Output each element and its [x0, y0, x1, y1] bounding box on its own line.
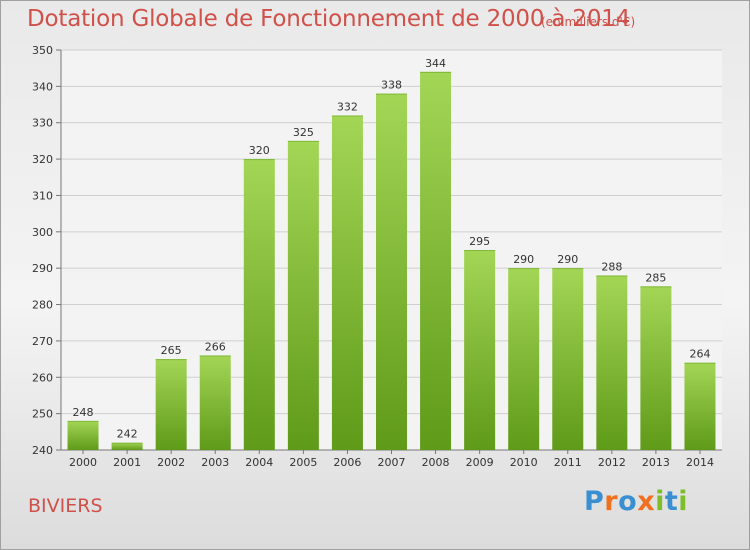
x-tick-label-2006: 2006 — [333, 456, 361, 469]
chart-unit-note: (en milliers d'€) — [541, 15, 636, 29]
data-label-2009: 295 — [469, 235, 490, 248]
data-label-2003: 266 — [205, 340, 226, 353]
data-label-2005: 325 — [293, 126, 314, 139]
x-tick-label-2012: 2012 — [598, 456, 626, 469]
data-label-2014: 264 — [689, 348, 710, 361]
y-tick-label: 340 — [32, 80, 53, 93]
bar-2005 — [287, 140, 319, 450]
bar-2001 — [111, 442, 143, 450]
y-tick-label: 300 — [32, 226, 53, 239]
y-tick-label: 270 — [32, 335, 53, 348]
x-tick-label-2002: 2002 — [157, 456, 185, 469]
x-tick-label-2014: 2014 — [686, 456, 714, 469]
bar-2003 — [199, 355, 231, 450]
y-tick-label: 310 — [32, 189, 53, 202]
bar-2000 — [67, 420, 99, 450]
data-label-2012: 288 — [601, 260, 622, 273]
bar-2004 — [243, 159, 275, 450]
chart-title: Dotation Globale de Fonctionnement de 20… — [27, 6, 631, 32]
bar-2010 — [508, 268, 540, 450]
data-label-2008: 344 — [425, 57, 446, 70]
bar-2006 — [331, 115, 363, 451]
data-label-2004: 320 — [249, 144, 270, 157]
data-label-2001: 242 — [117, 428, 138, 441]
y-tick-label: 260 — [32, 371, 53, 384]
x-tick-label-2013: 2013 — [642, 456, 670, 469]
data-label-2002: 265 — [161, 344, 182, 357]
x-tick-label-2008: 2008 — [422, 456, 450, 469]
data-label-2006: 332 — [337, 100, 358, 113]
data-label-2013: 285 — [645, 271, 666, 284]
proxiti-logo: Proxiti — [584, 486, 689, 517]
commune-name: BIVIERS — [28, 495, 103, 517]
y-tick-label: 290 — [32, 262, 53, 275]
x-tick-label-2001: 2001 — [113, 456, 141, 469]
x-tick-label-2009: 2009 — [466, 456, 494, 469]
bar-2008 — [420, 71, 452, 451]
x-tick-label-2010: 2010 — [510, 456, 538, 469]
data-label-2011: 290 — [557, 253, 578, 266]
data-label-2000: 248 — [73, 406, 94, 419]
bar-2014 — [684, 362, 716, 450]
x-tick-label-2011: 2011 — [554, 456, 582, 469]
x-tick-label-2003: 2003 — [201, 456, 229, 469]
y-tick-label: 240 — [32, 444, 53, 457]
x-tick-label-2007: 2007 — [378, 456, 406, 469]
bar-2009 — [464, 250, 496, 450]
x-tick-label-2004: 2004 — [245, 456, 273, 469]
y-tick-label: 320 — [32, 153, 53, 166]
data-label-2010: 290 — [513, 253, 534, 266]
y-tick-label: 330 — [32, 117, 53, 130]
data-label-2007: 338 — [381, 79, 402, 92]
bar-2011 — [552, 268, 584, 450]
bar-2012 — [596, 275, 628, 450]
x-tick-label-2005: 2005 — [289, 456, 317, 469]
bar-2002 — [155, 359, 187, 450]
x-tick-label-2000: 2000 — [69, 456, 97, 469]
y-tick-label: 280 — [32, 299, 53, 312]
y-tick-label: 250 — [32, 408, 53, 421]
y-tick-label: 350 — [32, 44, 53, 57]
bar-2013 — [640, 286, 672, 450]
bar-2007 — [376, 93, 407, 451]
